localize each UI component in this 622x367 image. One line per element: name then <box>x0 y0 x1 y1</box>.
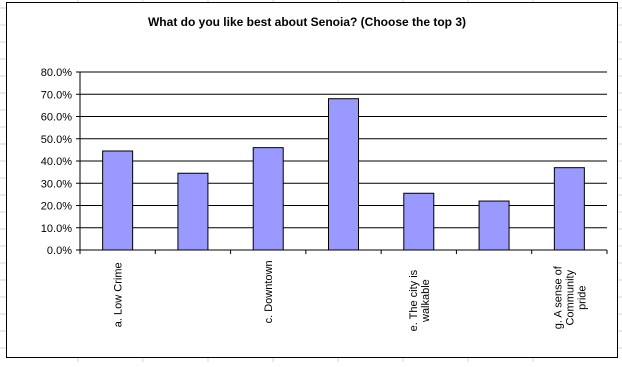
bar-chart: 0.0% 10.0% 20.0% 30.0% 40.0% 50.0% 60.0% 70.0% 8… <box>41 67 608 331</box>
x-category-label-line: pride <box>576 285 588 309</box>
bar <box>553 167 585 251</box>
y-tick-label: 30.0% <box>41 178 72 190</box>
x-category-label-line: a. Low Crime <box>113 262 125 327</box>
x-category-label: g. A sense ofCommunitypride <box>552 265 588 329</box>
chart-title: What do you like best about Senoia? (Cho… <box>147 15 466 29</box>
x-category-label: c. Downtown <box>263 260 275 323</box>
y-tick-label: 20.0% <box>41 201 72 213</box>
bar <box>328 98 359 251</box>
x-category-label-line: c. Downtown <box>263 260 275 323</box>
y-tick-label: 10.0% <box>41 223 72 235</box>
x-category-label: e. The city iswalkable <box>408 269 432 331</box>
x-category-label-line: e. The city is <box>408 269 420 331</box>
bar <box>478 200 510 251</box>
x-category-label-line: walkable <box>420 279 432 323</box>
y-tick-label: 50.0% <box>41 134 72 146</box>
x-category-label-line: Community <box>564 269 576 325</box>
bar <box>403 192 435 251</box>
y-tick-label: 60.0% <box>41 112 72 124</box>
y-tick-label: 70.0% <box>41 89 72 101</box>
x-category-label-line: g. A sense of <box>552 265 564 329</box>
bar <box>252 147 284 251</box>
y-tick-label: 40.0% <box>41 156 72 168</box>
bar <box>177 172 209 251</box>
bar <box>102 150 134 251</box>
y-tick-label: 80.0% <box>41 67 72 79</box>
x-category-label: a. Low Crime <box>113 262 125 327</box>
chart-area[interactable]: What do you like best about Senoia? (Cho… <box>6 2 618 358</box>
y-tick-label: 0.0% <box>47 245 72 257</box>
